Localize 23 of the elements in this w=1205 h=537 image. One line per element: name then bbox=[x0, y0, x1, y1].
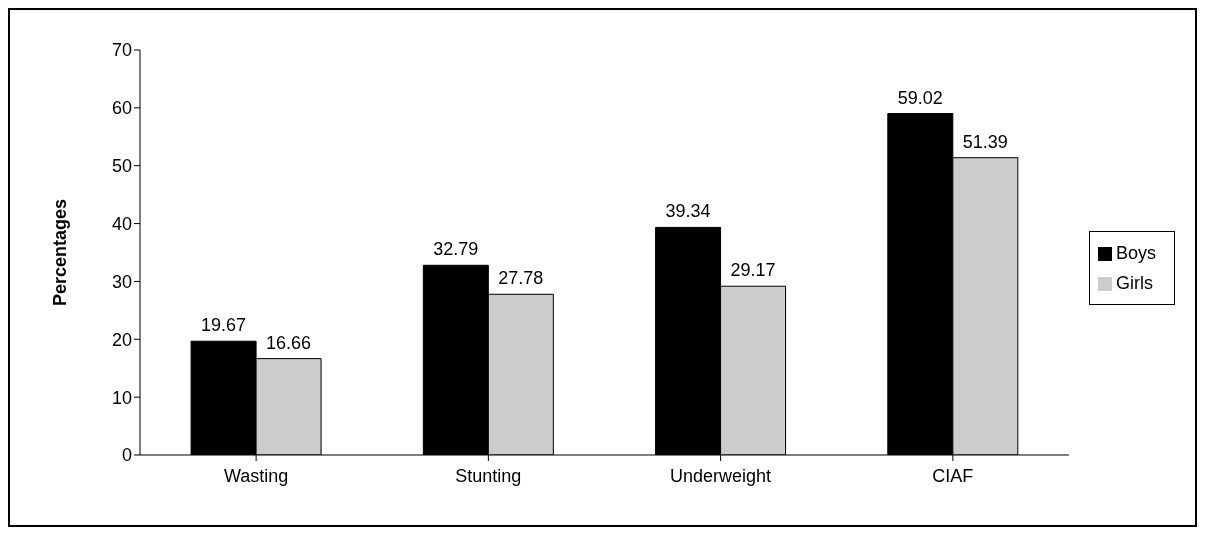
y-tick-label: 0 bbox=[121, 445, 132, 466]
y-tick-label: 70 bbox=[111, 40, 132, 61]
data-label: 51.39 bbox=[962, 131, 1008, 152]
data-label: 59.02 bbox=[897, 87, 943, 108]
data-label: 29.17 bbox=[730, 260, 776, 281]
y-tick-label: 10 bbox=[111, 387, 132, 408]
x-tick-label: Stunting bbox=[455, 465, 522, 486]
y-tick-label: 50 bbox=[111, 156, 132, 177]
data-label: 27.78 bbox=[498, 268, 544, 289]
data-label: 16.66 bbox=[266, 332, 312, 353]
x-tick-label: CIAF bbox=[932, 465, 974, 486]
data-label: 39.34 bbox=[665, 201, 711, 222]
y-tick-label: 60 bbox=[111, 98, 132, 119]
y-axis-title: Percentages bbox=[50, 198, 71, 307]
y-tick-label: 40 bbox=[111, 213, 132, 234]
y-tick-label: 30 bbox=[111, 271, 132, 292]
x-tick-label: Wasting bbox=[223, 465, 289, 486]
data-label: 32.79 bbox=[433, 239, 479, 260]
data-label: 19.67 bbox=[201, 315, 247, 336]
y-tick-label: 20 bbox=[111, 329, 132, 350]
legend-label: Boys bbox=[1115, 242, 1156, 263]
legend-label: Girls bbox=[1115, 272, 1153, 293]
x-tick-label: Underweight bbox=[670, 465, 772, 486]
